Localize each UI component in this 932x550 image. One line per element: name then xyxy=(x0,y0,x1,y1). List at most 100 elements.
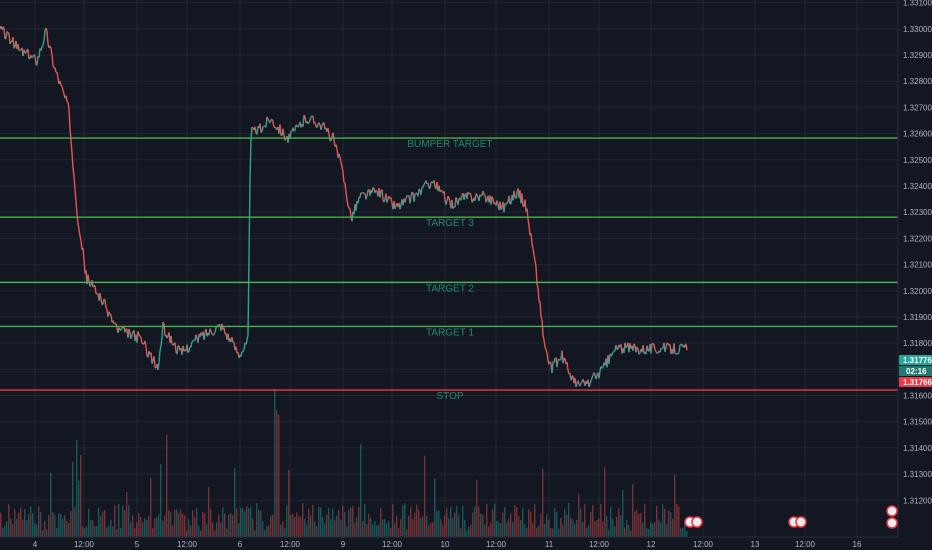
price-segment xyxy=(600,366,603,369)
volume-bar xyxy=(336,515,338,537)
price-segment xyxy=(124,328,127,333)
volume-bar xyxy=(448,518,450,537)
price-segment xyxy=(27,49,30,60)
price-segment xyxy=(69,128,72,141)
volume-bar xyxy=(604,467,606,537)
price-segment xyxy=(94,285,97,294)
event-markers[interactable] xyxy=(684,505,898,529)
volume-bar xyxy=(62,518,64,537)
event-icon[interactable] xyxy=(691,516,703,528)
price-segment xyxy=(323,122,326,130)
volume-bar xyxy=(16,518,18,537)
volume-bar xyxy=(114,505,116,537)
price-segment xyxy=(342,171,345,183)
price-segment xyxy=(340,162,343,167)
price-segment xyxy=(362,192,365,194)
price-segment xyxy=(390,197,393,204)
price-segment xyxy=(105,307,108,310)
volume-bar xyxy=(212,522,214,537)
price-segment xyxy=(496,200,499,206)
price-segment xyxy=(188,346,191,352)
price-segment xyxy=(404,198,407,203)
price-segment xyxy=(242,349,245,352)
volume-bar xyxy=(244,511,246,537)
event-icon[interactable] xyxy=(795,516,807,528)
volume-bar xyxy=(608,530,610,537)
volume-bar xyxy=(96,525,98,537)
price-segment xyxy=(417,189,420,197)
volume-bar xyxy=(228,514,230,537)
price-segment xyxy=(231,336,234,343)
price-segment xyxy=(137,331,140,336)
volume-bar xyxy=(184,515,186,537)
price-segment xyxy=(503,203,506,213)
price-segment xyxy=(43,30,46,42)
price-segment xyxy=(92,285,95,288)
volume-bar xyxy=(478,506,480,537)
price-segment xyxy=(73,176,76,190)
price-segment xyxy=(532,248,535,256)
candles xyxy=(0,25,688,388)
volume-bar xyxy=(584,504,586,537)
price-axis-panel[interactable] xyxy=(898,0,932,537)
price-segment xyxy=(192,339,195,342)
price-tick-label: 1.32800 xyxy=(903,77,932,86)
price-segment xyxy=(8,33,11,45)
price-segment xyxy=(128,328,131,333)
volume-bar xyxy=(284,528,286,537)
volume-bar xyxy=(254,530,256,537)
price-segment xyxy=(302,115,305,127)
price-segment xyxy=(579,382,582,387)
price-segment xyxy=(410,191,413,197)
price-segment xyxy=(505,202,508,206)
bid-price-badge xyxy=(899,377,932,387)
volume-bar xyxy=(158,514,160,537)
volume-bar xyxy=(666,523,668,537)
volume-bar xyxy=(280,524,282,537)
volume-bar xyxy=(318,506,320,537)
price-segment xyxy=(187,351,190,354)
volume-bar xyxy=(346,526,348,537)
volume-bar xyxy=(292,514,294,537)
event-icon[interactable] xyxy=(886,517,898,529)
price-segment xyxy=(590,377,593,381)
volume-bar xyxy=(56,528,58,537)
volume-bar xyxy=(190,525,192,537)
price-segment xyxy=(46,31,49,44)
volume-bar xyxy=(426,515,428,537)
volume-bar xyxy=(84,528,86,537)
volume-bar xyxy=(90,519,92,537)
volume-bar xyxy=(512,522,514,537)
price-segment xyxy=(399,204,402,210)
event-icon[interactable] xyxy=(886,505,898,517)
price-segment xyxy=(101,303,104,306)
price-segment xyxy=(406,194,409,197)
volume-bar xyxy=(658,519,660,537)
price-segment xyxy=(469,192,472,196)
price-segment xyxy=(139,335,142,338)
volume-bar xyxy=(486,504,488,537)
price-segment xyxy=(372,186,375,189)
price-segment xyxy=(471,200,474,203)
time-axis-panel[interactable] xyxy=(0,537,898,550)
price-segment xyxy=(320,125,323,130)
volume-bar xyxy=(630,530,632,537)
price-segment xyxy=(508,195,511,205)
volume-bar xyxy=(560,518,562,537)
price-segment xyxy=(245,340,248,345)
volume-bar xyxy=(34,523,36,537)
volume-bar xyxy=(236,508,238,537)
volume-bar xyxy=(406,529,408,537)
price-segment xyxy=(414,192,417,195)
price-segment xyxy=(521,193,524,207)
volume-bar xyxy=(428,525,430,537)
volume-bar xyxy=(484,524,486,537)
price-segment xyxy=(89,284,92,287)
volume-bar xyxy=(320,507,322,537)
volume-bar xyxy=(516,506,518,537)
price-segment xyxy=(312,115,315,124)
volume-bar xyxy=(580,508,582,537)
volume-bar xyxy=(566,514,568,537)
volume-bar xyxy=(152,528,154,537)
